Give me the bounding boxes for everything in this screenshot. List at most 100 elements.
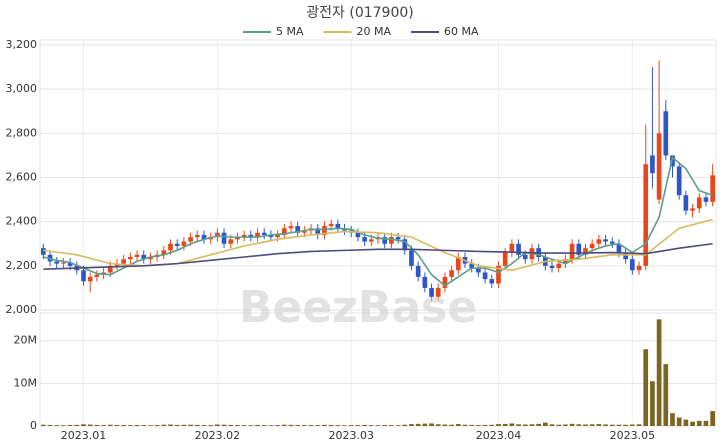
volume-bar <box>710 411 715 426</box>
candle-body <box>188 237 193 242</box>
candle-body <box>87 276 93 282</box>
candle-body <box>449 270 454 277</box>
volume-bar <box>482 424 488 426</box>
volume-bar <box>215 424 220 426</box>
candle-body <box>429 287 434 297</box>
candle-body <box>469 263 475 269</box>
price-panel <box>39 39 717 311</box>
volume-bar <box>355 425 361 426</box>
candle-body <box>194 234 200 238</box>
volume-bar <box>589 424 595 426</box>
x-tick-label: 2023.02 <box>195 429 241 442</box>
candle-body <box>589 243 595 249</box>
candle-body <box>134 254 140 257</box>
candle-body <box>261 232 267 235</box>
volume-bar <box>235 425 240 426</box>
candle-body <box>476 268 481 273</box>
volume-bar <box>583 424 588 426</box>
volume-bar <box>255 424 260 426</box>
volume-bar <box>101 425 106 426</box>
volume-bar <box>342 425 347 426</box>
candle-body <box>368 239 374 242</box>
volume-bar <box>201 425 207 426</box>
candle-body <box>549 265 555 269</box>
candle-body <box>650 155 655 174</box>
volume-bar <box>389 425 394 426</box>
volume-bar <box>208 425 214 426</box>
volume-bar <box>114 424 120 426</box>
candle-body <box>201 234 207 240</box>
volume-bar <box>449 424 454 426</box>
volume-bar <box>248 425 254 426</box>
candle-body <box>215 232 220 238</box>
volume-bar <box>174 424 180 426</box>
ma-line <box>43 242 713 270</box>
candle-body <box>355 232 361 238</box>
candle-body <box>402 239 408 251</box>
volume-bar <box>629 424 635 426</box>
volume-bar <box>47 424 53 426</box>
volume-bar <box>395 425 401 426</box>
volume-bar <box>275 425 280 426</box>
volume-bar <box>181 424 187 426</box>
candle-body <box>268 234 274 238</box>
volume-bar <box>382 424 388 426</box>
candle-body <box>335 223 341 229</box>
candle-body <box>288 226 294 229</box>
y-tick-label: 2,800 <box>6 126 38 139</box>
candle-body <box>248 234 254 238</box>
candle-body <box>616 243 622 253</box>
volume-bar <box>609 424 615 426</box>
candle-body <box>583 248 588 255</box>
volume-bar <box>696 420 702 426</box>
candle-body <box>502 252 508 266</box>
candle-body <box>422 276 428 288</box>
volume-bar <box>455 424 461 426</box>
legend-label: 60 MA <box>444 25 479 38</box>
candle-body <box>315 228 321 235</box>
candle-body <box>328 223 334 227</box>
candle-body <box>656 133 662 200</box>
y-tick-label: 20M <box>14 334 38 347</box>
candle-body <box>81 270 86 282</box>
volume-bar <box>542 422 548 426</box>
volume-bar <box>161 424 167 426</box>
candle-body <box>516 243 521 255</box>
candle-body <box>228 239 234 244</box>
volume-bar <box>128 425 133 426</box>
volume-bar <box>569 423 575 426</box>
x-tick-label: 2023.03 <box>328 429 374 442</box>
volume-bar <box>268 425 274 426</box>
candle-body <box>522 254 528 260</box>
candle-body <box>382 237 388 244</box>
candle-body <box>409 250 414 266</box>
volume-bar <box>375 425 381 426</box>
volume-bar <box>54 425 60 426</box>
volume-bar <box>322 424 327 426</box>
volume-bar <box>496 424 501 426</box>
candle-body <box>710 175 715 202</box>
x-tick-label: 2023.05 <box>610 429 656 442</box>
candle-body <box>281 228 287 235</box>
volume-bar <box>663 364 669 426</box>
candle-body <box>362 237 367 242</box>
volume-bar <box>308 425 314 426</box>
volume-bar <box>549 424 555 426</box>
candle-body <box>389 237 394 244</box>
candle-body <box>690 208 695 211</box>
y-tick-label: 10M <box>14 376 38 389</box>
volume-bar <box>134 424 140 426</box>
candle-body <box>322 226 327 235</box>
candle-body <box>181 241 187 246</box>
volume-bar <box>61 425 66 426</box>
volume-bar <box>676 417 682 426</box>
candle-body <box>482 272 488 280</box>
volume-bar <box>670 413 675 426</box>
candle-body <box>54 261 60 264</box>
candle-body <box>168 243 173 251</box>
candle-body <box>509 243 515 253</box>
y-tick-label: 2,400 <box>6 215 38 228</box>
candle-body <box>663 111 669 156</box>
x-tick-label: 2023.04 <box>476 429 522 442</box>
